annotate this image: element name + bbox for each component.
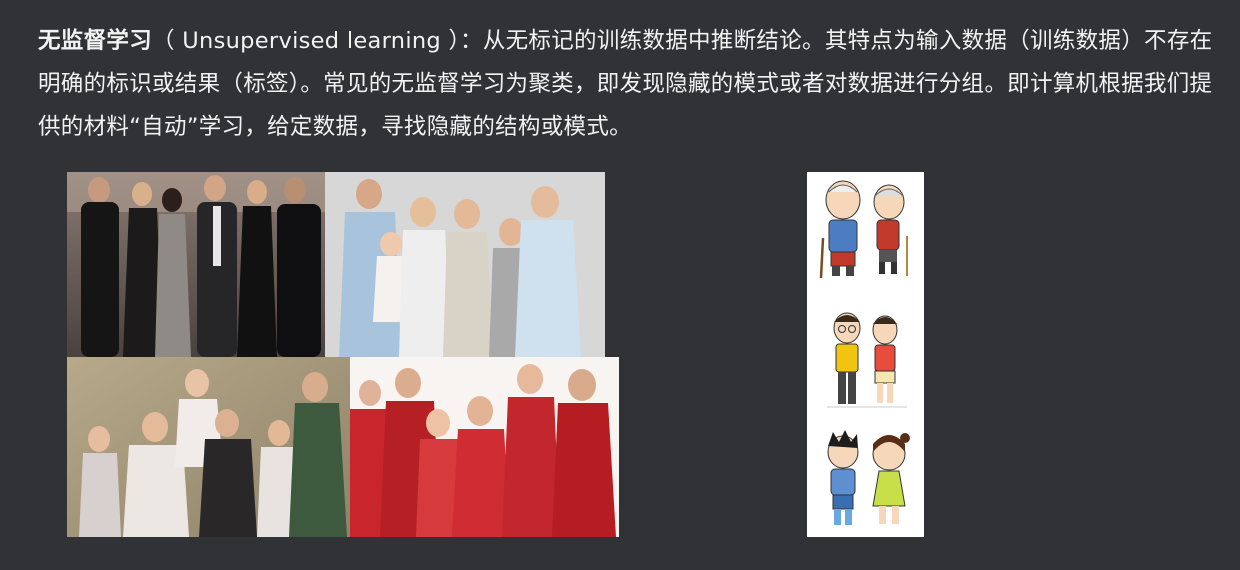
group-of-friends-photo (67, 172, 325, 357)
chinese-new-year-family-photo (350, 357, 619, 537)
elderly-couple-cartoon (807, 178, 924, 288)
family-portrait-photo (325, 172, 605, 357)
paragraph-term: 无监督学习 (38, 28, 153, 54)
elderly-family-photo (67, 357, 350, 537)
cartoon-people-panel (807, 172, 924, 537)
adult-couple-cartoon (807, 302, 924, 412)
children-cartoon (807, 424, 924, 534)
paragraph-body: （ Unsupervised learning ）：从无标记的训练数据中推断结论… (38, 28, 1213, 140)
paragraph: 无监督学习（ Unsupervised learning ）：从无标记的训练数据… (38, 20, 1218, 149)
